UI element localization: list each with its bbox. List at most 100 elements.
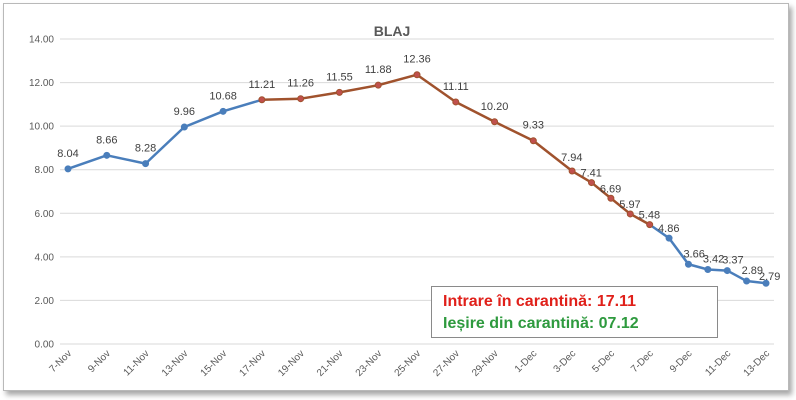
chart-title: BLAJ bbox=[374, 23, 411, 39]
data-label: 8.04 bbox=[57, 148, 78, 160]
series-lines bbox=[66, 73, 768, 285]
data-label: 11.11 bbox=[443, 81, 469, 93]
series-line-segment bbox=[338, 83, 380, 94]
data-point bbox=[529, 137, 537, 145]
series-line-segment bbox=[570, 169, 593, 184]
data-point bbox=[258, 96, 266, 104]
series-line-segment bbox=[667, 236, 690, 266]
x-tick-label: 23-Nov bbox=[354, 348, 385, 379]
data-label: 11.21 bbox=[249, 79, 276, 91]
data-label: 6.69 bbox=[600, 183, 621, 195]
x-tick-label: 13-Nov bbox=[160, 348, 191, 379]
data-label: 10.68 bbox=[209, 90, 237, 102]
y-tick-label: 6.00 bbox=[35, 209, 55, 220]
data-point bbox=[743, 277, 751, 285]
series-line-segment bbox=[590, 181, 613, 200]
data-point bbox=[646, 221, 654, 229]
data-point bbox=[626, 210, 634, 218]
x-tick-label: 7-Nov bbox=[47, 348, 74, 375]
series-line-segment bbox=[454, 100, 496, 124]
series-line-segment bbox=[493, 120, 535, 142]
x-tick-label: 11-Nov bbox=[122, 348, 152, 378]
data-point bbox=[665, 234, 673, 242]
data-label: 3.42 bbox=[703, 253, 724, 265]
x-tick-label: 25-Nov bbox=[393, 348, 424, 379]
x-tick-label: 19-Nov bbox=[276, 348, 307, 379]
data-label: 2.89 bbox=[742, 265, 763, 277]
data-point bbox=[723, 267, 731, 275]
quarantine-entry-text: Intrare în carantină: 17.11 bbox=[443, 293, 636, 310]
data-point bbox=[297, 95, 305, 103]
x-tick-label: 21-Nov bbox=[315, 348, 346, 379]
quarantine-annotation-box: Intrare în carantină: 17.11 Ieșire din c… bbox=[431, 286, 718, 338]
data-point bbox=[180, 123, 188, 131]
data-point bbox=[704, 265, 712, 273]
series-line-segment bbox=[144, 125, 186, 165]
series-line-segment bbox=[629, 212, 651, 226]
y-tick-label: 2.00 bbox=[35, 296, 55, 307]
data-point bbox=[413, 71, 421, 79]
x-tick-label: 5-Dec bbox=[590, 348, 617, 375]
data-point bbox=[607, 194, 615, 202]
quarantine-exit-text: Ieșire din carantină: 07.12 bbox=[443, 315, 639, 332]
data-label: 11.26 bbox=[287, 78, 314, 90]
data-point bbox=[452, 98, 460, 106]
data-label: 9.96 bbox=[174, 106, 195, 118]
data-point bbox=[374, 81, 382, 89]
x-tick-label: 1-Dec bbox=[513, 348, 540, 375]
data-point bbox=[568, 167, 576, 175]
y-tick-label: 14.00 bbox=[29, 35, 54, 46]
data-point bbox=[64, 165, 72, 173]
series-markers bbox=[64, 71, 770, 287]
data-label: 11.88 bbox=[365, 64, 392, 76]
y-tick-label: 8.00 bbox=[35, 165, 55, 176]
x-tick-label: 27-Nov bbox=[431, 348, 462, 379]
data-point bbox=[335, 88, 343, 96]
y-axis-ticks: 0.00 2.00 4.00 6.00 8.00 10.00 12.00 14.00 bbox=[29, 35, 54, 351]
chart-frame: BLAJ 0.00 2.00 4.00 6.00 8.00 10.00 12.00 14.00… bbox=[3, 3, 789, 391]
gridlines bbox=[60, 38, 774, 345]
series-line-segment bbox=[221, 98, 264, 113]
series-line-segment bbox=[260, 97, 302, 102]
data-label: 4.86 bbox=[658, 223, 679, 235]
x-tick-label: 7-Dec bbox=[629, 348, 656, 375]
data-label: 7.94 bbox=[561, 152, 582, 164]
series-line-segment bbox=[725, 269, 748, 283]
data-point bbox=[491, 118, 499, 126]
y-tick-label: 12.00 bbox=[29, 78, 54, 89]
series-line-segment bbox=[183, 110, 225, 129]
data-label: 7.41 bbox=[581, 168, 602, 180]
x-tick-label: 29-Nov bbox=[470, 348, 501, 379]
data-label: 8.66 bbox=[96, 134, 117, 146]
data-label: 12.36 bbox=[403, 54, 431, 66]
data-point bbox=[142, 160, 150, 168]
data-point bbox=[219, 107, 227, 115]
data-label: 10.20 bbox=[481, 101, 509, 113]
series-line-segment bbox=[648, 223, 671, 240]
y-tick-label: 10.00 bbox=[29, 122, 54, 133]
data-label: 5.97 bbox=[619, 199, 640, 211]
x-tick-label: 13-Dec bbox=[742, 348, 773, 379]
series-line-segment bbox=[66, 154, 109, 171]
data-label: 9.33 bbox=[523, 120, 544, 132]
series-line-segment bbox=[105, 154, 147, 165]
series-line-segment bbox=[609, 197, 632, 216]
x-tick-label: 15-Nov bbox=[199, 348, 230, 379]
x-tick-label: 11-Dec bbox=[703, 348, 733, 378]
line-chart: BLAJ 0.00 2.00 4.00 6.00 8.00 10.00 12.00 14.00… bbox=[29, 23, 780, 379]
series-line-segment bbox=[532, 139, 574, 173]
data-labels: 8.04 8.66 8.28 9.96 10.68 11.21 11.26 11.55 11.8… bbox=[57, 54, 780, 283]
data-point bbox=[103, 151, 111, 159]
x-tick-label: 3-Dec bbox=[552, 348, 579, 375]
x-tick-label: 9-Nov bbox=[86, 348, 113, 375]
data-label: 3.37 bbox=[722, 255, 743, 267]
series-line-segment bbox=[376, 73, 419, 87]
x-axis-ticks: 7-Nov 9-Nov 11-Nov 13-Nov 15-Nov 17-Nov 19-Nov… bbox=[47, 348, 772, 379]
data-label: 3.66 bbox=[683, 248, 704, 260]
data-label: 5.48 bbox=[639, 210, 660, 222]
x-tick-label: 17-Nov bbox=[237, 348, 268, 379]
data-label: 11.55 bbox=[326, 71, 353, 83]
x-tick-label: 9-Dec bbox=[668, 348, 695, 375]
data-label: 2.79 bbox=[759, 271, 780, 283]
series-line-segment bbox=[299, 91, 341, 100]
